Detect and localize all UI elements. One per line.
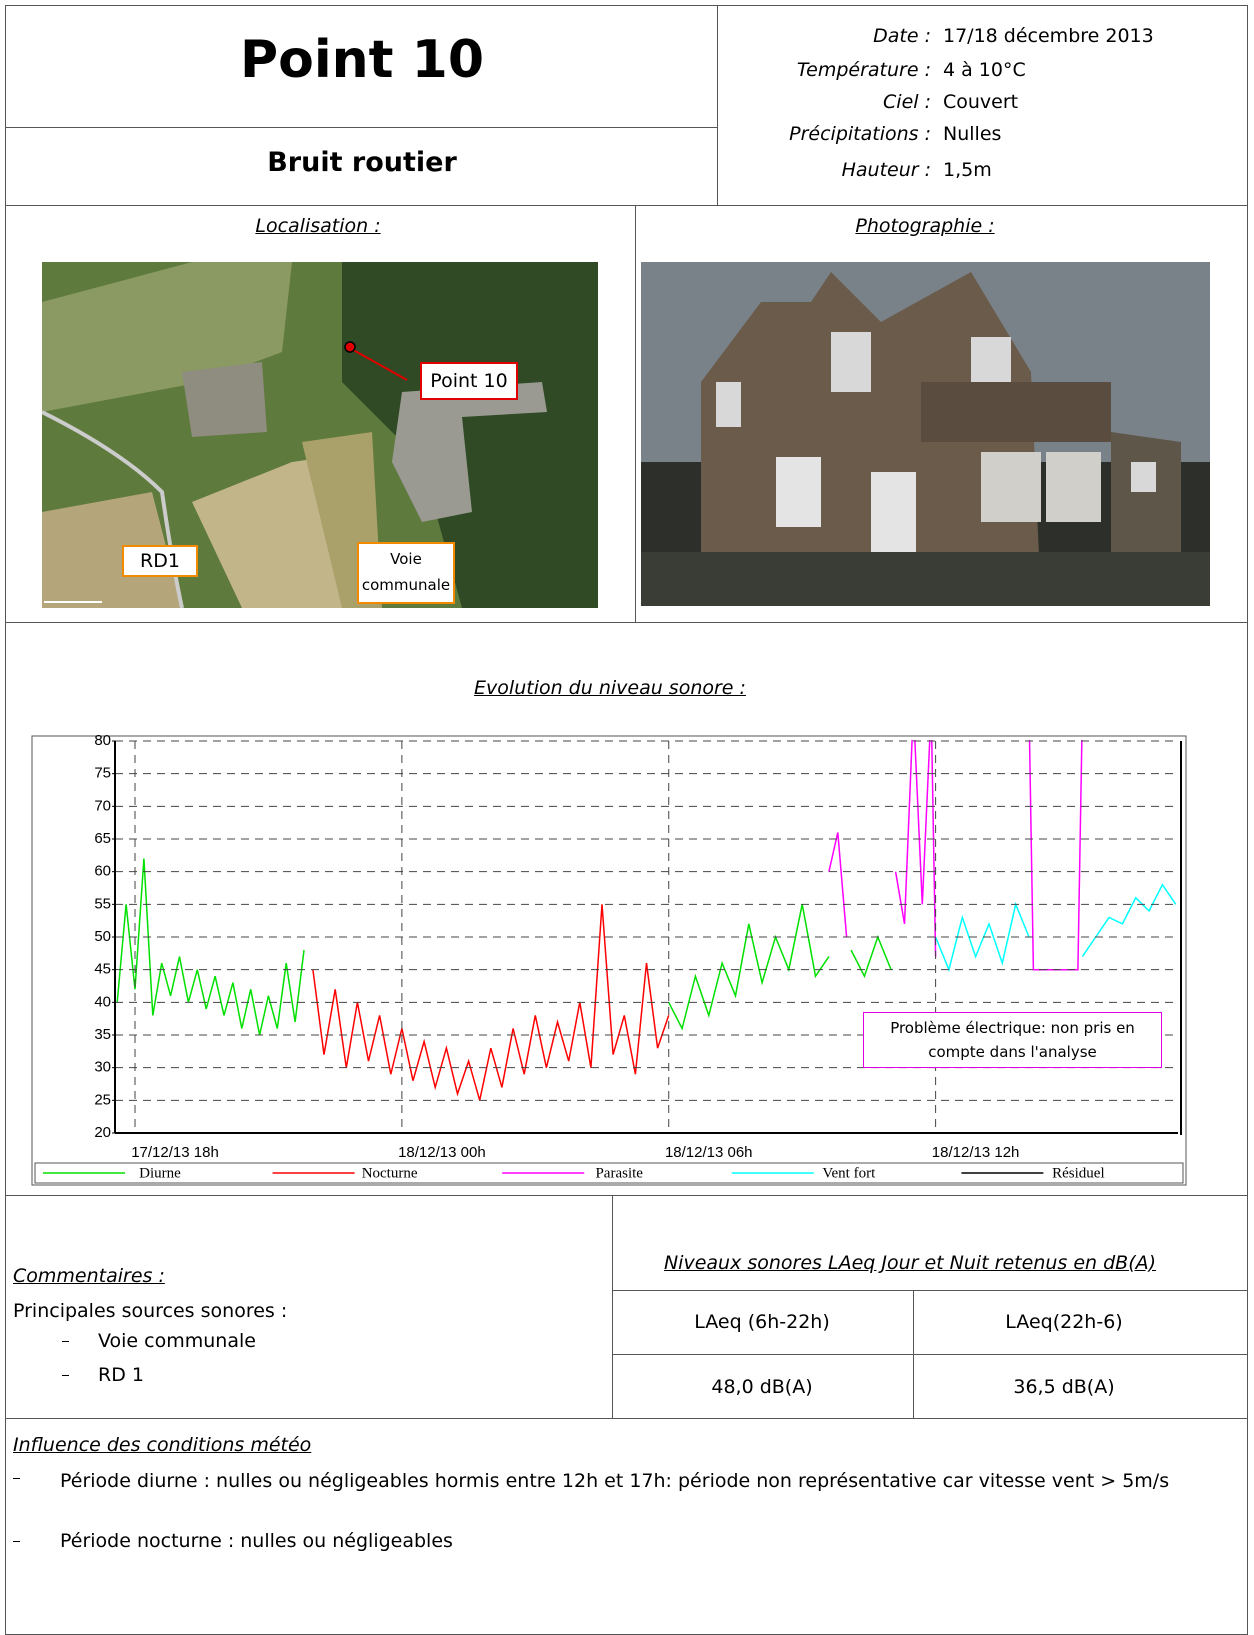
photo-wall xyxy=(641,552,1210,606)
condition-value: Couvert xyxy=(943,91,1019,113)
divider xyxy=(5,1418,1248,1419)
comments-intro: Principales sources sonores : xyxy=(13,1300,288,1322)
y-tick-label: 40 xyxy=(94,993,111,1010)
y-tick-label: 50 xyxy=(94,928,111,945)
divider xyxy=(913,1290,914,1418)
series-line xyxy=(312,904,670,1101)
condition-label: Date : xyxy=(873,25,931,47)
levels-header: LAeq (6h-22h) xyxy=(694,1311,830,1333)
map-buildings xyxy=(392,382,547,522)
levels-header: LAeq(22h-6) xyxy=(1005,1311,1123,1333)
comment-item: RD 1 xyxy=(98,1364,144,1386)
map-field xyxy=(42,492,182,608)
title: Point 10 xyxy=(239,30,485,90)
photo-window xyxy=(716,382,741,427)
condition-label: Température : xyxy=(796,59,931,81)
legend-label: Parasite xyxy=(595,1165,643,1181)
map-forest xyxy=(342,262,598,608)
divider xyxy=(5,622,1248,623)
condition-label: Précipitations : xyxy=(789,123,931,145)
photo xyxy=(641,262,1210,606)
divider xyxy=(5,127,717,128)
comment-item: Voie communale xyxy=(98,1330,256,1352)
legend-frame xyxy=(34,1162,1184,1184)
map-label: RD1 xyxy=(122,545,198,577)
bullet xyxy=(13,1478,20,1479)
map-marker xyxy=(344,341,356,353)
photo-balcony xyxy=(921,382,1111,442)
divider xyxy=(612,1290,1248,1291)
y-tick-label: 20 xyxy=(94,1124,111,1141)
levels-value: 48,0 dB(A) xyxy=(711,1376,813,1398)
annotation: Problème électrique: non pris en compte … xyxy=(863,1012,1162,1068)
y-tick-label: 70 xyxy=(94,797,111,814)
photo-door xyxy=(871,472,916,562)
map-buildings xyxy=(182,362,267,437)
x-tick-label: 18/12/13 06h xyxy=(665,1144,753,1161)
y-tick-label: 45 xyxy=(94,961,111,978)
y-tick-label: 25 xyxy=(94,1091,111,1108)
section-title: Evolution du niveau sonore : xyxy=(474,677,746,699)
meteo-item: Période diurne : nulles ou négligeables … xyxy=(60,1470,1170,1492)
divider xyxy=(5,205,1248,206)
divider xyxy=(612,1195,613,1418)
chart-frame xyxy=(31,735,1187,1186)
meteo-title: Influence des conditions météo xyxy=(13,1434,312,1456)
subtitle: Bruit routier xyxy=(267,147,457,178)
condition-value: 17/18 décembre 2013 xyxy=(943,25,1154,47)
series-line xyxy=(116,858,892,1036)
section-title: Localisation : xyxy=(255,215,381,237)
section-title: Photographie : xyxy=(855,215,995,237)
y-tick-label: 80 xyxy=(94,732,111,749)
comments-title: Commentaires : xyxy=(13,1265,165,1287)
levels-value: 36,5 dB(A) xyxy=(1013,1376,1115,1398)
condition-value: 4 à 10°C xyxy=(943,59,1026,81)
y-tick-label: 30 xyxy=(94,1059,111,1076)
map-label: Point 10 xyxy=(420,362,518,400)
levels-title: Niveaux sonores LAeq Jour et Nuit retenu… xyxy=(663,1252,1157,1274)
condition-value: Nulles xyxy=(943,123,1002,145)
map-arrow xyxy=(347,346,408,381)
legend-label: Résiduel xyxy=(1052,1165,1105,1181)
y-tick-label: 75 xyxy=(94,765,111,782)
photo-window xyxy=(776,457,821,527)
y-tick-label: 55 xyxy=(94,895,111,912)
bullet xyxy=(62,1375,69,1376)
condition-value: 1,5m xyxy=(943,159,992,181)
map-field xyxy=(42,262,292,412)
photo-window xyxy=(1131,462,1156,492)
photo-window xyxy=(971,337,1011,382)
photo-window xyxy=(831,332,871,392)
divider xyxy=(5,1195,1248,1196)
legend-label: Vent fort xyxy=(822,1165,876,1181)
legend-label: Nocturne xyxy=(362,1165,418,1181)
map-label: Voie communale xyxy=(357,542,455,604)
photo-shutter xyxy=(1046,452,1101,522)
photo-shutter xyxy=(981,452,1041,522)
bullet xyxy=(62,1341,69,1342)
condition-label: Ciel : xyxy=(883,91,931,113)
condition-label: Hauteur : xyxy=(841,159,931,181)
divider xyxy=(635,205,636,622)
series-line xyxy=(934,883,1177,973)
meteo-item: Période nocturne : nulles ou négligeable… xyxy=(60,1530,453,1552)
aerial-map xyxy=(42,262,598,608)
x-tick-label: 18/12/13 00h xyxy=(398,1144,486,1161)
divider xyxy=(612,1354,1248,1355)
y-tick-label: 35 xyxy=(94,1026,111,1043)
x-tick-label: 17/12/13 18h xyxy=(131,1144,219,1161)
legend-label: Diurne xyxy=(139,1165,181,1181)
bullet xyxy=(13,1541,20,1542)
y-tick-label: 65 xyxy=(94,830,111,847)
y-tick-label: 60 xyxy=(94,863,111,880)
divider xyxy=(717,5,718,205)
x-tick-label: 18/12/13 12h xyxy=(932,1144,1020,1161)
